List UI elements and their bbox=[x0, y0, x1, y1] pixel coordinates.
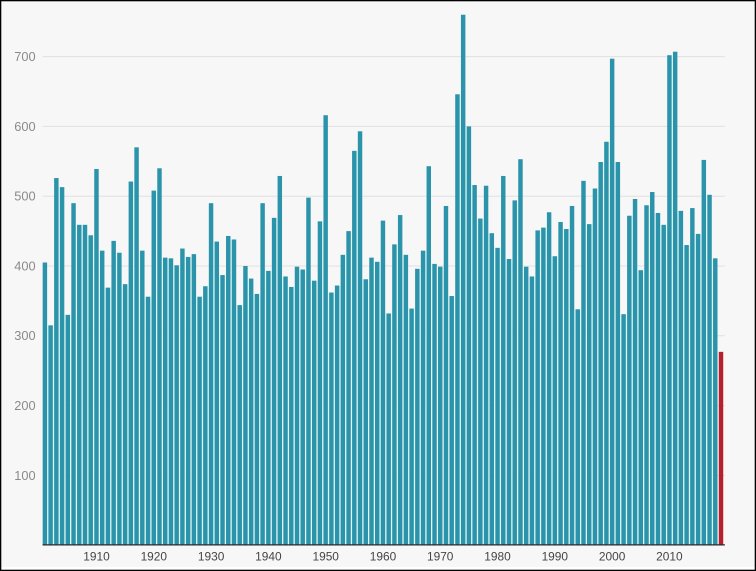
svg-text:200: 200 bbox=[14, 398, 35, 413]
svg-text:1910: 1910 bbox=[83, 550, 110, 564]
svg-text:1960: 1960 bbox=[370, 550, 397, 564]
svg-text:700: 700 bbox=[14, 49, 35, 64]
svg-text:1950: 1950 bbox=[312, 550, 339, 564]
svg-text:600: 600 bbox=[14, 119, 35, 134]
svg-text:1940: 1940 bbox=[255, 550, 282, 564]
svg-text:1980: 1980 bbox=[484, 550, 511, 564]
svg-text:100: 100 bbox=[14, 468, 35, 483]
svg-text:2010: 2010 bbox=[656, 550, 683, 564]
svg-text:500: 500 bbox=[14, 189, 35, 204]
svg-text:1920: 1920 bbox=[141, 550, 168, 564]
svg-text:1990: 1990 bbox=[542, 550, 569, 564]
svg-text:2000: 2000 bbox=[599, 550, 626, 564]
svg-text:300: 300 bbox=[14, 328, 35, 343]
svg-text:1930: 1930 bbox=[198, 550, 225, 564]
svg-text:1970: 1970 bbox=[427, 550, 454, 564]
svg-text:400: 400 bbox=[14, 258, 35, 273]
